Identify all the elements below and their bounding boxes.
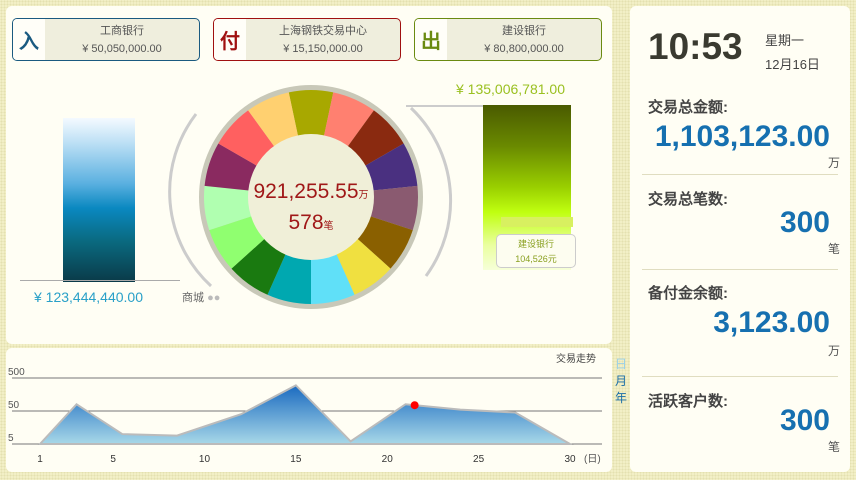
card-ccb[interactable]: 出 建设银行 ¥ 80,800,000.00 <box>414 18 602 61</box>
trend-panel: 500 50 5 1 5 10 15 20 25 30 (日) 交易走势 <box>6 348 612 472</box>
toggle-year[interactable]: 年 <box>614 391 627 405</box>
in-icon: 入 <box>13 19 45 60</box>
legend-label: 商城 <box>182 292 204 304</box>
stat-unit: 万 <box>827 156 840 170</box>
stat-label: 备付金余额: <box>648 285 728 302</box>
donut-center <box>248 134 374 260</box>
card-amount: ¥ 50,050,000.00 <box>82 43 162 55</box>
donut-segment[interactable] <box>346 110 404 167</box>
stat-value: 300 <box>779 404 830 437</box>
card-amount: ¥ 80,800,000.00 <box>484 43 564 55</box>
donut-chart <box>168 85 571 309</box>
legend-mall[interactable]: 商城 ●● <box>182 289 220 305</box>
tooltip-name: 建设银行 <box>517 239 554 249</box>
x-unit-label: (日) <box>584 454 601 465</box>
donut-count: 578笔 <box>288 211 334 234</box>
x-tick-label: 25 <box>473 454 485 465</box>
x-tick-label: 30 <box>564 454 576 465</box>
card-name: 建设银行 <box>502 25 546 37</box>
x-tick-label: 5 <box>110 454 116 465</box>
card-steel-exchange[interactable]: 付 上海钢铁交易中心 ¥ 15,150,000.00 <box>213 18 401 61</box>
divider <box>642 269 838 270</box>
highlight-point[interactable] <box>410 401 419 410</box>
donut-segment[interactable] <box>355 215 413 269</box>
out-icon: 出 <box>415 19 447 60</box>
left-baseline <box>20 280 180 281</box>
stat-label: 交易总笔数: <box>648 191 728 208</box>
donut-segment[interactable] <box>368 185 418 231</box>
card-icbc[interactable]: 入 工商银行 ¥ 50,050,000.00 <box>12 18 200 61</box>
stat-unit: 笔 <box>827 242 840 256</box>
chart-title: 交易走势 <box>556 352 596 365</box>
donut-segment[interactable] <box>204 143 260 191</box>
donut-segment[interactable] <box>209 215 267 269</box>
donut-segment[interactable] <box>335 237 391 295</box>
x-tick-label: 20 <box>382 454 394 465</box>
y-tick-label: 5 <box>8 433 14 444</box>
donut-segment[interactable] <box>267 251 311 304</box>
divider <box>642 376 838 377</box>
trend-area <box>37 384 574 445</box>
right-arc <box>409 106 453 277</box>
card-name: 上海钢铁交易中心 <box>279 25 367 37</box>
x-tick-label: 1 <box>37 454 43 465</box>
donut-segment[interactable] <box>288 89 334 139</box>
donut-segment[interactable] <box>248 92 299 149</box>
x-tick-label: 15 <box>290 454 302 465</box>
pay-icon: 付 <box>214 19 246 60</box>
right-bar-amount: ¥ 135,006,781.00 <box>456 81 565 97</box>
left-arc <box>168 113 213 288</box>
stat-unit: 万 <box>827 344 840 358</box>
toggle-month[interactable]: 月 <box>614 374 627 388</box>
card-name: 工商银行 <box>100 25 144 37</box>
right-bar-highlight <box>501 217 573 227</box>
left-bar-amount: ¥ 123,444,440.00 <box>34 289 143 305</box>
donut-segment[interactable] <box>362 143 418 191</box>
donut-amount: 921,255.55万 <box>253 180 369 203</box>
y-tick-label: 500 <box>8 367 25 378</box>
toggle-day[interactable]: 日 <box>614 357 627 371</box>
card-amount: ¥ 15,150,000.00 <box>283 43 363 55</box>
x-tick-label: 10 <box>199 454 211 465</box>
tooltip: 建设银行 104,526元 <box>496 234 576 268</box>
clock-weekday: 星期一 <box>765 33 805 48</box>
stat-value: 3,123.00 <box>713 306 830 339</box>
donut-segment[interactable] <box>231 237 287 295</box>
stat-value: 1,103,123.00 <box>654 120 830 153</box>
y-tick-label: 50 <box>8 400 20 411</box>
stats-panel: 10:53 星期一 12月16日 交易总金额: 1,103,123.00 万 交… <box>630 6 850 472</box>
donut-segment[interactable] <box>311 251 355 304</box>
overview-panel: 入 工商银行 ¥ 50,050,000.00 付 上海钢铁交易中心 ¥ 15,150… <box>6 6 612 344</box>
divider <box>642 174 838 175</box>
stat-label: 交易总金额: <box>648 99 728 116</box>
stat-unit: 笔 <box>827 440 840 454</box>
donut-segment[interactable] <box>204 185 254 231</box>
stat-value: 300 <box>779 206 830 239</box>
legend-dots-icon: ●● <box>207 292 221 304</box>
left-bar[interactable] <box>63 118 135 282</box>
donut-segment[interactable] <box>218 110 276 167</box>
tooltip-value: 104,526元 <box>515 254 557 264</box>
stat-label: 活跃客户数: <box>648 393 728 410</box>
donut-segment[interactable] <box>323 92 374 149</box>
clock-date: 12月16日 <box>765 57 820 72</box>
clock-time: 10:53 <box>648 26 743 67</box>
